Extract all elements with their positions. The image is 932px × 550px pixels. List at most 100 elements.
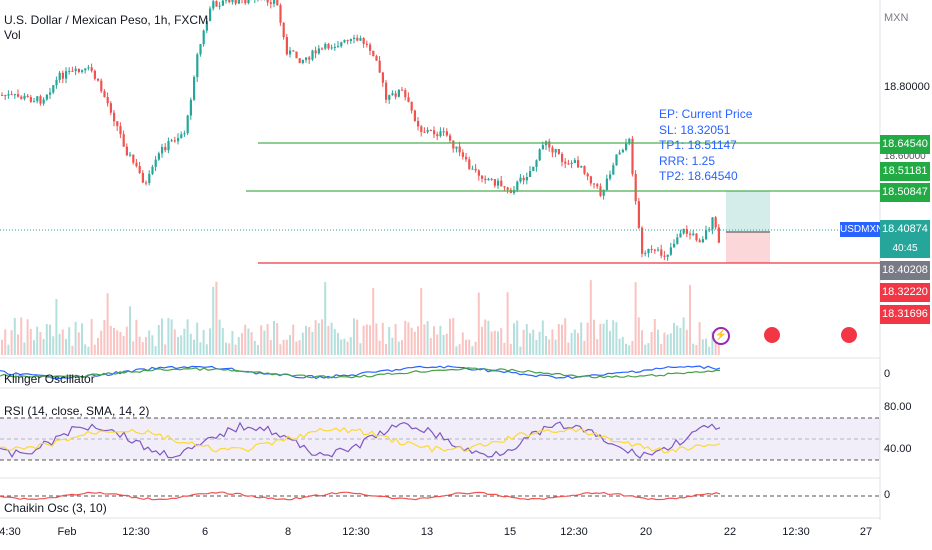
- candle-body: [356, 37, 359, 41]
- volume-bar: [7, 344, 10, 355]
- candle-body: [212, 1, 215, 9]
- rsi-label[interactable]: RSI (14, close, SMA, 14, 2): [4, 404, 150, 418]
- rsi-band: [0, 418, 880, 460]
- lightning-icon[interactable]: ⚡: [712, 327, 730, 345]
- chaikin-label[interactable]: Chaikin Osc (3, 10): [4, 501, 107, 515]
- volume-bar: [26, 319, 29, 355]
- price-tag-tp2: 18.64540: [880, 135, 930, 154]
- x-tick: 27: [859, 526, 873, 538]
- candle-body: [484, 178, 487, 181]
- candle-body: [231, 0, 234, 3]
- symbol-title[interactable]: U.S. Dollar / Mexican Peso, 1h, FXCM: [4, 13, 209, 27]
- price-tick-partial: 18.60000: [884, 151, 926, 162]
- candle-body: [417, 120, 420, 127]
- candle-body: [154, 159, 157, 167]
- volume-bar: [231, 331, 234, 355]
- volume-label[interactable]: Vol: [4, 28, 21, 42]
- profit-zone: [726, 191, 770, 232]
- volume-bar: [161, 318, 163, 355]
- candle-body: [266, 0, 269, 3]
- candle-body: [410, 101, 413, 111]
- candle-body: [282, 22, 285, 38]
- volume-bar: [375, 323, 378, 355]
- volume-bar: [705, 338, 707, 355]
- candle-body: [55, 79, 58, 86]
- volume-bar: [330, 322, 333, 355]
- volume-bar: [711, 331, 714, 355]
- candle-body: [349, 38, 352, 41]
- volume-bar: [103, 320, 106, 355]
- volume-bar: [289, 335, 291, 355]
- volume-bar: [138, 336, 141, 355]
- x-tick: 13: [420, 526, 434, 538]
- klinger-label[interactable]: Klinger Oscillator: [4, 372, 95, 386]
- note-tp1: TP1: 18.51147: [659, 138, 737, 152]
- candle-body: [244, 0, 247, 4]
- candle-body: [186, 115, 189, 134]
- candle-body: [45, 94, 48, 100]
- volume-bar: [689, 284, 691, 355]
- volume-bar: [385, 344, 387, 355]
- volume-bar: [343, 338, 346, 355]
- currency-label: MXN: [884, 12, 909, 24]
- volume-bar: [567, 342, 570, 355]
- volume-bar: [628, 345, 631, 355]
- candle-body: [122, 134, 125, 147]
- candle-body: [164, 147, 167, 151]
- candle-body: [426, 130, 429, 133]
- candle-body: [657, 249, 660, 251]
- candle-body: [711, 217, 714, 230]
- candle-body: [148, 174, 151, 184]
- volume-bar: [503, 342, 506, 355]
- candle-body: [93, 70, 96, 79]
- candle-body: [33, 101, 36, 103]
- volume-bar: [474, 341, 477, 355]
- candle-body: [337, 46, 340, 48]
- candle-body: [221, 0, 224, 6]
- volume-bar: [404, 320, 407, 355]
- volume-bar: [324, 282, 327, 355]
- x-tick: 12:30: [122, 526, 150, 538]
- candle-body: [276, 0, 279, 6]
- volume-bar: [513, 323, 515, 355]
- volume-bar: [61, 329, 64, 355]
- volume-bar: [369, 325, 371, 355]
- candle-body: [330, 47, 333, 49]
- us-flag-icon[interactable]: [841, 327, 857, 343]
- candle-body: [682, 229, 685, 234]
- volume-bar: [612, 320, 615, 355]
- volume-bar: [433, 326, 435, 355]
- volume-bar: [202, 329, 205, 355]
- candle-body: [397, 89, 400, 97]
- candle-body: [602, 189, 605, 196]
- note-tp2: TP2: 18.64540: [659, 169, 738, 183]
- volume-bar: [708, 346, 711, 355]
- volume-bar: [55, 298, 58, 355]
- candle-body: [279, 5, 282, 23]
- volume-bar: [449, 318, 451, 355]
- volume-bar: [321, 319, 323, 355]
- volume-bar: [97, 337, 99, 355]
- volume-bar: [525, 323, 528, 355]
- volume-bar: [593, 319, 595, 355]
- note-ep: EP: Current Price: [659, 107, 753, 121]
- volume-bar: [273, 320, 275, 355]
- volume-bar: [189, 333, 192, 355]
- volume-bar: [426, 321, 429, 355]
- trade-note[interactable]: EP: Current Price SL: 18.32051 TP1: 18.5…: [659, 107, 752, 185]
- volume-bar: [583, 340, 586, 355]
- candle-body: [452, 140, 455, 149]
- volume-bar: [81, 323, 83, 355]
- x-tick: 15: [503, 526, 517, 538]
- candle-body: [17, 94, 20, 97]
- candle-body: [468, 159, 471, 169]
- candle-body: [609, 174, 612, 179]
- volume-bar: [260, 325, 263, 355]
- volume-bar: [186, 319, 189, 355]
- candle-body: [506, 187, 509, 190]
- candle-body: [586, 173, 589, 177]
- candle-body: [29, 97, 32, 102]
- us-flag-icon[interactable]: [764, 327, 780, 343]
- candle-body: [394, 93, 397, 97]
